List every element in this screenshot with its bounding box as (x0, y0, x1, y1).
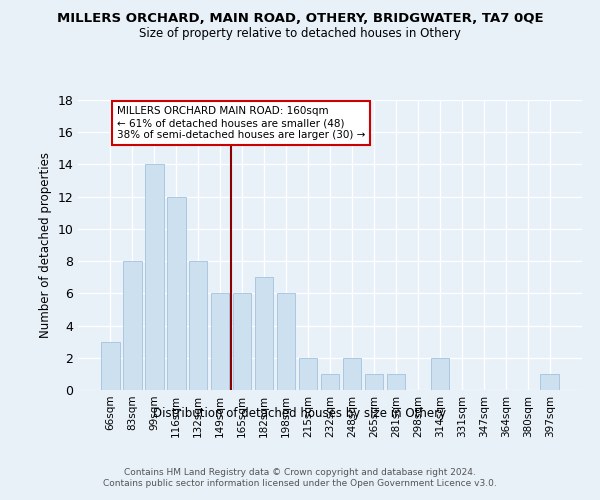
Text: MILLERS ORCHARD MAIN ROAD: 160sqm
← 61% of detached houses are smaller (48)
38% : MILLERS ORCHARD MAIN ROAD: 160sqm ← 61% … (117, 106, 365, 140)
Y-axis label: Number of detached properties: Number of detached properties (39, 152, 52, 338)
Bar (211, 294, 229, 390)
Bar (541, 374, 559, 390)
Bar (277, 294, 295, 390)
Bar (123, 261, 142, 390)
Bar (365, 374, 383, 390)
Text: Contains HM Land Registry data © Crown copyright and database right 2024.
Contai: Contains HM Land Registry data © Crown c… (103, 468, 497, 487)
Bar (343, 358, 361, 390)
Text: Size of property relative to detached houses in Othery: Size of property relative to detached ho… (139, 28, 461, 40)
Bar (233, 294, 251, 390)
Text: MILLERS ORCHARD, MAIN ROAD, OTHERY, BRIDGWATER, TA7 0QE: MILLERS ORCHARD, MAIN ROAD, OTHERY, BRID… (56, 12, 544, 26)
Bar (145, 164, 164, 390)
Bar (299, 358, 317, 390)
Bar (167, 196, 185, 390)
Bar (189, 261, 208, 390)
Bar (255, 277, 274, 390)
Bar (320, 374, 340, 390)
Bar (431, 358, 449, 390)
Text: Distribution of detached houses by size in Othery: Distribution of detached houses by size … (154, 408, 446, 420)
Bar (386, 374, 405, 390)
Bar (101, 342, 119, 390)
